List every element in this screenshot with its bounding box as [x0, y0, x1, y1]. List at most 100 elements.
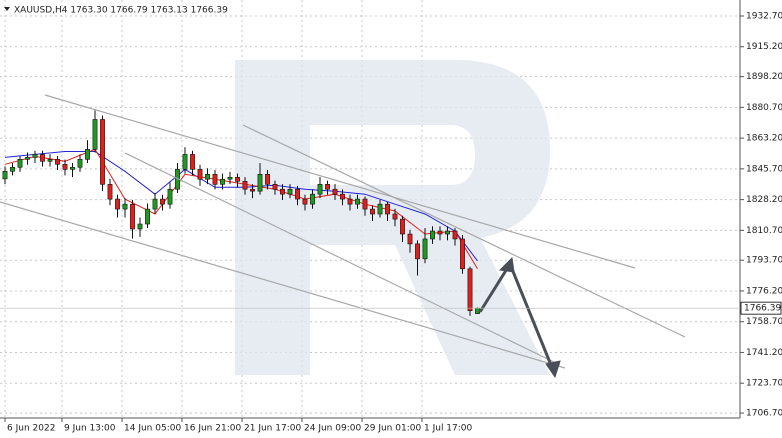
candle — [257, 163, 263, 195]
candle — [62, 159, 68, 176]
x-tick-label: 14 Jun 05:00 — [124, 424, 181, 434]
candle-body — [152, 198, 158, 210]
x-tick-label: 6 Jun 2022 — [7, 424, 55, 434]
candle — [422, 228, 428, 264]
candle-body — [167, 188, 173, 205]
candle — [197, 164, 203, 186]
y-tick-label: 1880.70 — [746, 103, 782, 113]
axis-labels: 1932.70 1915.20 1898.20 1880.70 1863.20 1845.… — [0, 11, 782, 434]
candle-body — [272, 184, 278, 190]
trend-line — [124, 152, 561, 366]
candle-body — [400, 218, 405, 235]
candle — [130, 199, 135, 239]
y-tick-label: 1741.20 — [746, 348, 782, 358]
candle — [122, 198, 128, 218]
candle-body — [317, 184, 323, 195]
candle-body — [445, 230, 450, 235]
y-tick-label: 1898.20 — [746, 72, 782, 82]
candle-body — [392, 213, 398, 220]
candle-body — [430, 230, 435, 240]
x-tick-label: 21 Jun 17:00 — [244, 424, 301, 434]
candle — [437, 226, 443, 241]
forecast-arrow — [478, 256, 561, 379]
candle — [265, 170, 270, 190]
candle — [107, 178, 113, 206]
y-tick-label: 1845.70 — [746, 164, 782, 174]
candle — [70, 163, 75, 178]
series-layer — [2, 110, 480, 316]
candle — [452, 228, 458, 246]
arrow-head — [498, 256, 515, 273]
candle-body — [347, 198, 353, 205]
candle — [100, 115, 105, 192]
y-tick-label: 1706.70 — [746, 409, 782, 419]
candle-body — [115, 198, 120, 210]
candle-body — [107, 184, 113, 200]
candle — [182, 147, 188, 174]
candle-body — [182, 154, 188, 170]
candle — [235, 173, 240, 188]
candle-body — [257, 173, 263, 192]
last-price-box — [740, 301, 782, 315]
y-tick-label: 1810.70 — [746, 226, 782, 236]
candle — [355, 194, 360, 209]
candle — [227, 171, 233, 185]
candle — [2, 166, 8, 185]
candle-body — [310, 193, 315, 205]
candle-body — [100, 119, 105, 185]
candle-body — [137, 223, 143, 230]
menu-icon[interactable] — [4, 7, 10, 11]
candle-body — [77, 159, 83, 168]
y-tick-label: 1863.20 — [746, 134, 782, 144]
candle-body — [250, 188, 255, 192]
candle-body — [355, 198, 360, 205]
trend-line — [44, 94, 636, 269]
candle-body — [40, 154, 45, 162]
x-tick-label: 24 Jun 09:00 — [304, 424, 361, 434]
candle — [205, 168, 210, 185]
candle — [92, 110, 98, 153]
candle-body — [17, 159, 23, 168]
candle-body — [92, 119, 98, 150]
candle — [145, 203, 150, 229]
candle-body — [370, 208, 375, 215]
candle — [167, 182, 173, 209]
candle — [325, 180, 330, 195]
candle — [242, 177, 248, 195]
y-tick-label: 1723.70 — [746, 379, 782, 389]
candle — [190, 150, 195, 176]
candle — [32, 150, 38, 164]
candle-body — [85, 149, 90, 160]
x-tick-label: 29 Jun 01:00 — [364, 424, 421, 434]
arrow-head — [545, 360, 561, 379]
candle — [370, 205, 375, 222]
candle-body — [220, 178, 225, 185]
y-tick-label: 1915.20 — [746, 42, 782, 52]
candle — [280, 184, 285, 200]
candle-body — [227, 176, 233, 180]
candle — [310, 189, 315, 209]
candle — [250, 184, 255, 199]
candle — [115, 194, 120, 218]
candle-body — [362, 198, 368, 210]
candle-body — [242, 181, 248, 190]
candle-body — [377, 203, 383, 215]
candle-body — [460, 238, 465, 270]
candle — [295, 185, 300, 206]
candle — [445, 226, 450, 241]
candle — [407, 229, 413, 253]
candle — [302, 194, 308, 211]
candle-body — [295, 188, 300, 200]
last-price-label: 1766.39 — [744, 304, 781, 314]
candle-body — [287, 188, 293, 195]
candle — [332, 184, 338, 200]
candle — [385, 201, 390, 222]
candle — [55, 156, 60, 171]
candle — [430, 226, 435, 244]
trend-line — [0, 201, 566, 369]
candle-body — [70, 166, 75, 170]
y-tick-label: 1932.70 — [746, 11, 782, 21]
candle-body — [437, 230, 443, 235]
candle — [40, 150, 45, 167]
